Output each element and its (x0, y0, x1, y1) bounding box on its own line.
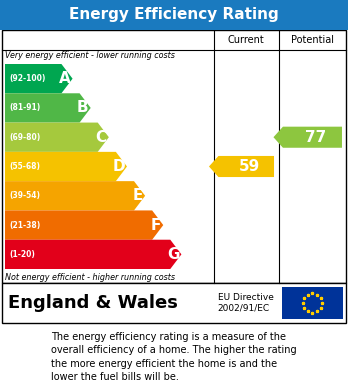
Text: B: B (77, 100, 89, 115)
Text: (92-100): (92-100) (9, 74, 45, 83)
Text: 59: 59 (238, 159, 260, 174)
Polygon shape (5, 181, 145, 210)
Bar (2, 30, 346, 283)
Polygon shape (5, 240, 181, 269)
Text: D: D (113, 159, 126, 174)
Text: F: F (150, 217, 161, 233)
Text: The energy efficiency rating is a measure of the
overall efficiency of a home. T: The energy efficiency rating is a measur… (51, 332, 297, 382)
Text: England & Wales: England & Wales (8, 294, 178, 312)
Bar (282, 287, 343, 319)
Bar (2, 283, 346, 323)
Text: (55-68): (55-68) (9, 162, 40, 171)
Text: Not energy efficient - higher running costs: Not energy efficient - higher running co… (5, 273, 175, 282)
Text: A: A (59, 71, 71, 86)
Text: G: G (167, 247, 180, 262)
Polygon shape (209, 156, 274, 177)
Text: Current: Current (228, 35, 264, 45)
Text: (69-80): (69-80) (9, 133, 40, 142)
Polygon shape (5, 210, 163, 240)
Text: 2002/91/EC: 2002/91/EC (218, 303, 270, 312)
Text: (39-54): (39-54) (9, 191, 40, 200)
Polygon shape (5, 122, 109, 152)
Text: C: C (95, 130, 106, 145)
Text: Potential: Potential (291, 35, 334, 45)
Text: Very energy efficient - lower running costs: Very energy efficient - lower running co… (5, 51, 175, 60)
Text: E: E (132, 188, 143, 203)
Polygon shape (5, 64, 73, 93)
Text: (81-91): (81-91) (9, 104, 40, 113)
Bar (0, 0, 348, 30)
Polygon shape (274, 127, 342, 148)
Text: (21-38): (21-38) (9, 221, 40, 230)
Text: 77: 77 (305, 130, 326, 145)
Polygon shape (5, 93, 91, 122)
Text: Energy Efficiency Rating: Energy Efficiency Rating (69, 7, 279, 23)
Text: (1-20): (1-20) (9, 250, 35, 259)
Text: EU Directive: EU Directive (218, 294, 274, 303)
Polygon shape (5, 152, 127, 181)
